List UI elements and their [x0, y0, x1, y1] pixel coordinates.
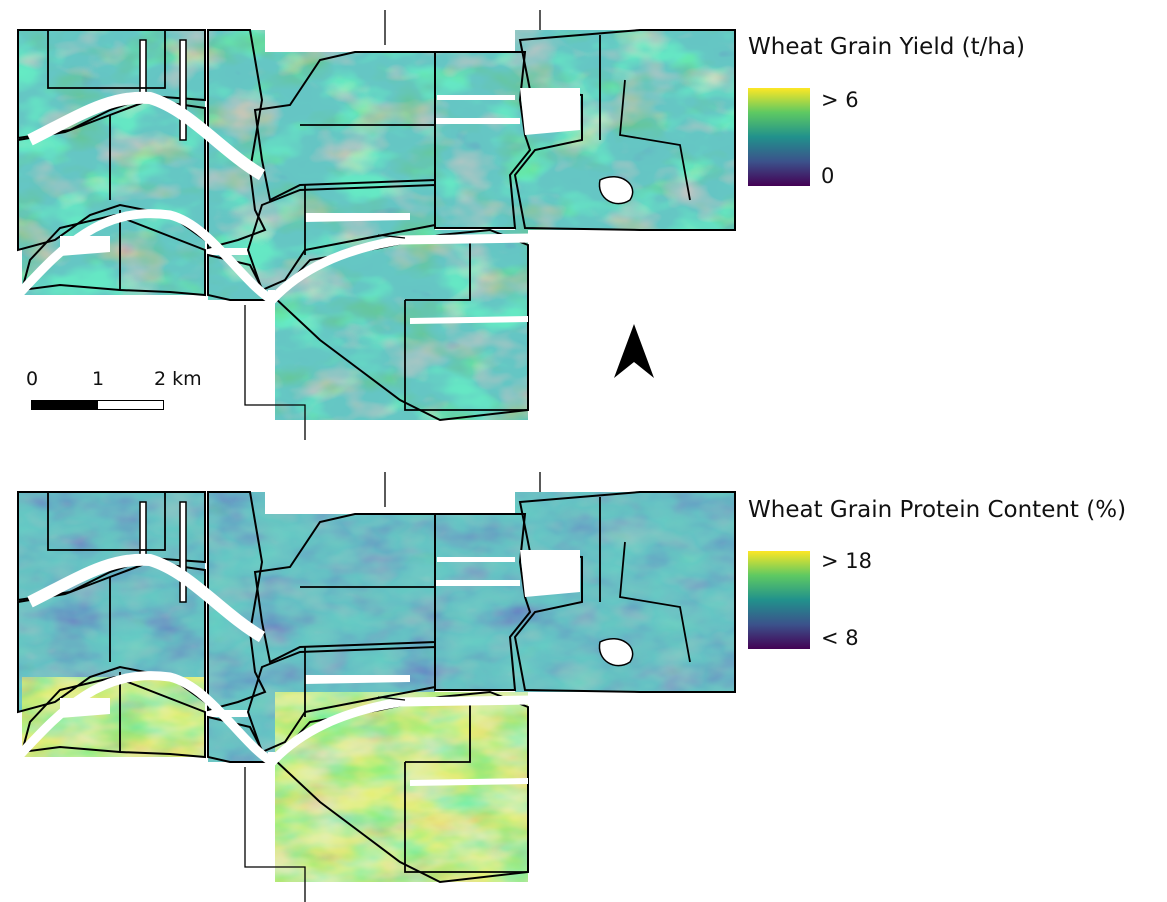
no-data-gap — [520, 88, 580, 135]
scale-label-2: 2 km — [154, 368, 202, 390]
field-division-line — [404, 300, 528, 411]
legend-colorbar — [748, 551, 810, 649]
field-division-line — [405, 702, 471, 763]
field-ne — [515, 492, 735, 692]
no-data-gap — [410, 778, 528, 786]
field-division-line — [404, 762, 528, 873]
scale-bar: 0 1 2 km — [20, 368, 220, 418]
field-mid-e — [435, 514, 530, 690]
no-data-gap — [139, 39, 147, 101]
river-channel — [14, 671, 531, 768]
scale-segment-white — [97, 400, 164, 410]
no-data-gap — [436, 580, 520, 586]
no-data-gap — [410, 316, 528, 324]
no-data-gap — [598, 638, 634, 667]
field-sw2-outline — [207, 715, 270, 763]
road-line — [377, 234, 406, 239]
no-data-gap — [520, 550, 580, 597]
legend-title: Wheat Grain Protein Content (%) — [748, 497, 1127, 523]
field-sw2-outline — [207, 253, 270, 301]
no-data-gap — [598, 176, 634, 205]
no-data-gap — [305, 213, 410, 222]
field-boundaries — [14, 10, 736, 440]
legend-min-label: < 8 — [821, 626, 859, 650]
legend-max-label: > 6 — [821, 88, 859, 112]
field-mid-e — [435, 52, 530, 228]
road-line — [244, 767, 306, 902]
field-sw-outline — [20, 213, 206, 297]
field-sw — [22, 677, 205, 757]
no-data-gap — [139, 501, 147, 563]
no-data-gap — [437, 557, 515, 562]
legend-min-label: 0 — [821, 164, 835, 188]
no-data-gap — [179, 501, 187, 603]
field-mid-n — [255, 52, 435, 200]
field-se — [275, 230, 528, 420]
field-ne — [515, 30, 735, 230]
scale-segment-black — [31, 400, 98, 410]
field-se — [275, 692, 528, 882]
no-data-gap — [179, 39, 187, 141]
yield-map — [14, 10, 736, 440]
field-mid-e-outline — [434, 513, 532, 691]
protein-map — [14, 472, 736, 902]
legend-max-label: > 18 — [821, 549, 872, 573]
field-nw — [18, 492, 205, 600]
scale-label-1: 1 — [92, 368, 105, 390]
field-division-line — [47, 492, 166, 551]
field-nw — [18, 30, 205, 138]
legend-title: Wheat Grain Yield (t/ha) — [748, 34, 1025, 60]
field-mid-n — [255, 514, 435, 662]
field-division-line — [619, 79, 691, 201]
road-line — [244, 305, 306, 440]
no-data-gap — [436, 118, 520, 124]
field-strip — [208, 492, 265, 710]
river-channel — [14, 209, 531, 306]
river-channel — [27, 553, 266, 643]
field-boundaries — [14, 472, 736, 902]
field-sw-outline — [20, 675, 206, 759]
field-mid-e-outline — [434, 51, 532, 229]
field-division-line — [47, 30, 166, 89]
road-line — [377, 696, 406, 701]
field-strip — [208, 30, 265, 248]
no-data-gap — [305, 675, 410, 684]
field-sw — [22, 215, 205, 295]
no-data-gap — [437, 95, 515, 100]
north-arrow-icon — [614, 324, 654, 378]
legend-colorbar — [748, 88, 810, 186]
scale-label-0: 0 — [26, 368, 39, 390]
field-division-line — [619, 541, 691, 663]
field-division-line — [405, 240, 471, 301]
river-channel — [27, 91, 266, 181]
